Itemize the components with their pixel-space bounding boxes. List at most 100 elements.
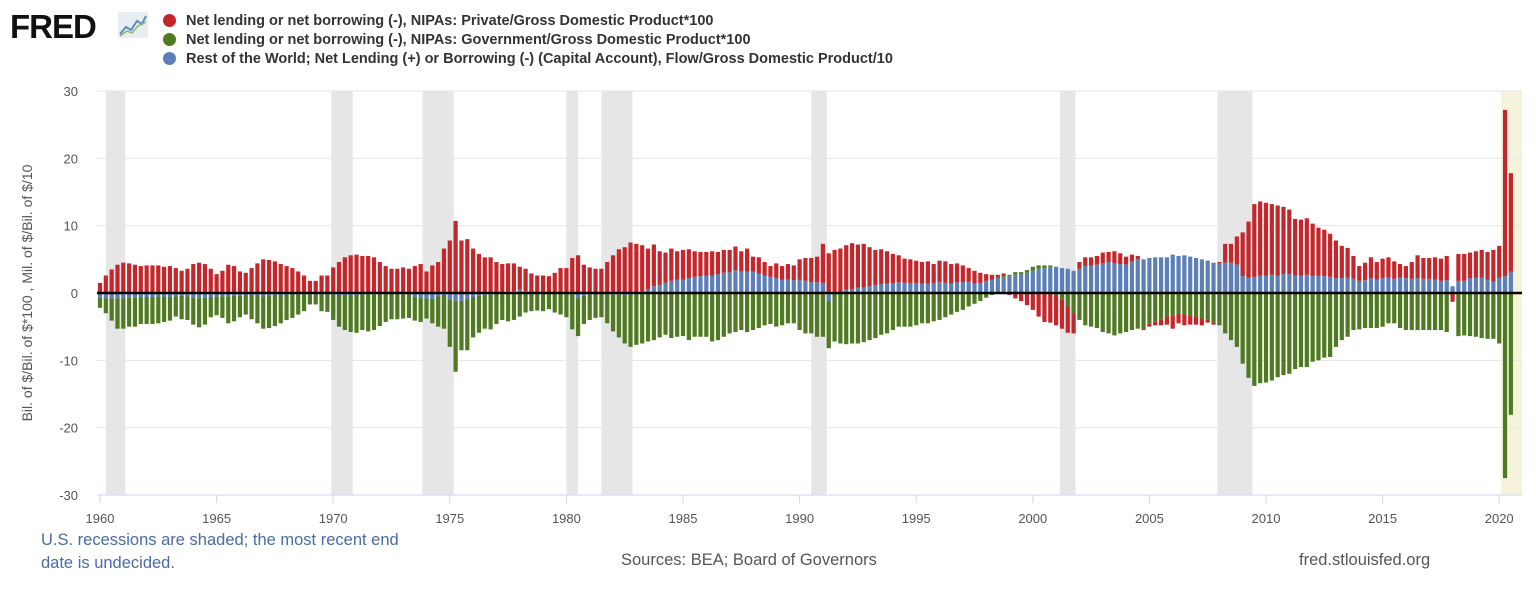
bar-series-0 bbox=[1415, 255, 1420, 279]
bar-series-0 bbox=[675, 251, 680, 280]
bar-series-0 bbox=[459, 240, 464, 293]
bar-series-0 bbox=[575, 255, 581, 293]
bar-series-0 bbox=[552, 272, 557, 293]
bar-series-1 bbox=[1089, 293, 1094, 327]
bar-series-1 bbox=[861, 293, 866, 343]
y-tick-label: 30 bbox=[64, 84, 78, 99]
bar-series-1 bbox=[651, 293, 656, 341]
bar-series-0 bbox=[1403, 266, 1409, 279]
bar-series-1 bbox=[517, 293, 522, 317]
bar-series-1 bbox=[296, 294, 301, 315]
bar-series-0 bbox=[529, 273, 534, 293]
bar-series-2 bbox=[266, 293, 272, 296]
legend-label: Net lending or net borrowing (-), NIPAs:… bbox=[186, 12, 714, 29]
bar-series-1 bbox=[1164, 293, 1169, 317]
bar-series-2 bbox=[1287, 274, 1292, 293]
bar-series-0 bbox=[476, 253, 482, 293]
bar-series-2 bbox=[471, 293, 476, 298]
bar-series-0 bbox=[506, 263, 511, 292]
legend-item-private[interactable]: Net lending or net borrowing (-), NIPAs:… bbox=[163, 11, 893, 30]
bar-series-1 bbox=[745, 293, 750, 333]
x-tick-label: 1985 bbox=[669, 511, 698, 526]
bar-series-2 bbox=[1106, 262, 1111, 293]
legend-dot-green-icon bbox=[163, 33, 176, 46]
bar-series-2 bbox=[1351, 278, 1356, 293]
bar-series-0 bbox=[185, 268, 190, 293]
bar-series-2 bbox=[1042, 268, 1047, 293]
site-link[interactable]: fred.stlouisfed.org bbox=[1299, 551, 1431, 569]
bar-series-0 bbox=[523, 268, 528, 291]
fred-logo[interactable]: FRED bbox=[10, 8, 97, 46]
bar-series-2 bbox=[150, 293, 155, 298]
bar-series-0 bbox=[745, 248, 750, 272]
bar-series-2 bbox=[1240, 276, 1245, 293]
bar-series-2 bbox=[686, 278, 691, 293]
bar-series-0 bbox=[1188, 315, 1193, 325]
bar-series-0 bbox=[914, 260, 919, 283]
bar-series-1 bbox=[605, 293, 610, 324]
bar-series-2 bbox=[774, 278, 779, 293]
y-tick-label: -20 bbox=[59, 421, 78, 436]
bar-series-2 bbox=[1345, 277, 1350, 293]
legend-item-rest-of-world[interactable]: Rest of the World; Net Lending (+) or Bo… bbox=[163, 49, 893, 68]
bar-series-2 bbox=[989, 279, 995, 293]
bar-series-1 bbox=[1147, 293, 1152, 324]
bar-series-2 bbox=[1141, 259, 1146, 293]
bar-series-1 bbox=[704, 293, 709, 337]
legend-item-government[interactable]: Net lending or net borrowing (-), NIPAs:… bbox=[163, 30, 893, 49]
bar-series-0 bbox=[1281, 206, 1286, 275]
bar-series-2 bbox=[739, 271, 744, 293]
bar-series-1 bbox=[237, 295, 243, 318]
bar-series-0 bbox=[226, 264, 231, 293]
bar-series-0 bbox=[1112, 251, 1117, 264]
bar-series-0 bbox=[360, 255, 365, 293]
bar-series-2 bbox=[1193, 257, 1199, 293]
bar-series-1 bbox=[1485, 293, 1490, 339]
bar-series-2 bbox=[1450, 286, 1455, 293]
bar-series-1 bbox=[150, 297, 155, 324]
bar-series-0 bbox=[1316, 227, 1321, 276]
bar-series-0 bbox=[1427, 257, 1432, 279]
bar-series-1 bbox=[879, 293, 884, 335]
bar-series-0 bbox=[319, 275, 324, 293]
bar-series-1 bbox=[628, 294, 633, 347]
bar-series-1 bbox=[552, 293, 557, 313]
bar-series-0 bbox=[966, 268, 971, 282]
bar-series-0 bbox=[616, 249, 621, 293]
bar-series-2 bbox=[1030, 270, 1035, 293]
bar-series-0 bbox=[331, 267, 336, 293]
bar-series-1 bbox=[313, 294, 318, 305]
bar-series-1 bbox=[820, 293, 826, 337]
bar-series-1 bbox=[1281, 293, 1286, 376]
bar-series-1 bbox=[832, 293, 837, 342]
bar-series-2 bbox=[1077, 268, 1082, 293]
x-tick-label: 1990 bbox=[785, 511, 814, 526]
bar-series-0 bbox=[1298, 219, 1304, 276]
bar-series-0 bbox=[832, 249, 837, 292]
bar-series-0 bbox=[1363, 262, 1368, 281]
bar-series-2 bbox=[156, 293, 161, 297]
bar-series-2 bbox=[949, 283, 954, 293]
bar-series-1 bbox=[1415, 293, 1420, 331]
bar-series-2 bbox=[1316, 275, 1321, 293]
bar-series-1 bbox=[937, 293, 942, 320]
bar-series-0 bbox=[960, 265, 965, 283]
bar-series-1 bbox=[494, 293, 499, 324]
bar-series-2 bbox=[1438, 280, 1443, 293]
bar-series-2 bbox=[1176, 255, 1181, 293]
bar-series-2 bbox=[925, 283, 930, 293]
bar-series-1 bbox=[1287, 293, 1292, 374]
legend-dot-blue-icon bbox=[163, 52, 176, 65]
bar-series-2 bbox=[1333, 278, 1339, 293]
bar-series-1 bbox=[610, 294, 616, 332]
bar-series-2 bbox=[459, 293, 464, 302]
bar-series-2 bbox=[1258, 275, 1263, 293]
bar-series-0 bbox=[1450, 293, 1455, 302]
bar-series-0 bbox=[785, 264, 791, 280]
fred-graph-icon bbox=[118, 12, 148, 38]
bar-series-1 bbox=[144, 297, 149, 324]
bar-series-0 bbox=[698, 251, 703, 277]
bar-series-0 bbox=[1485, 251, 1490, 280]
bar-series-2 bbox=[762, 275, 767, 293]
bar-series-1 bbox=[535, 293, 540, 311]
